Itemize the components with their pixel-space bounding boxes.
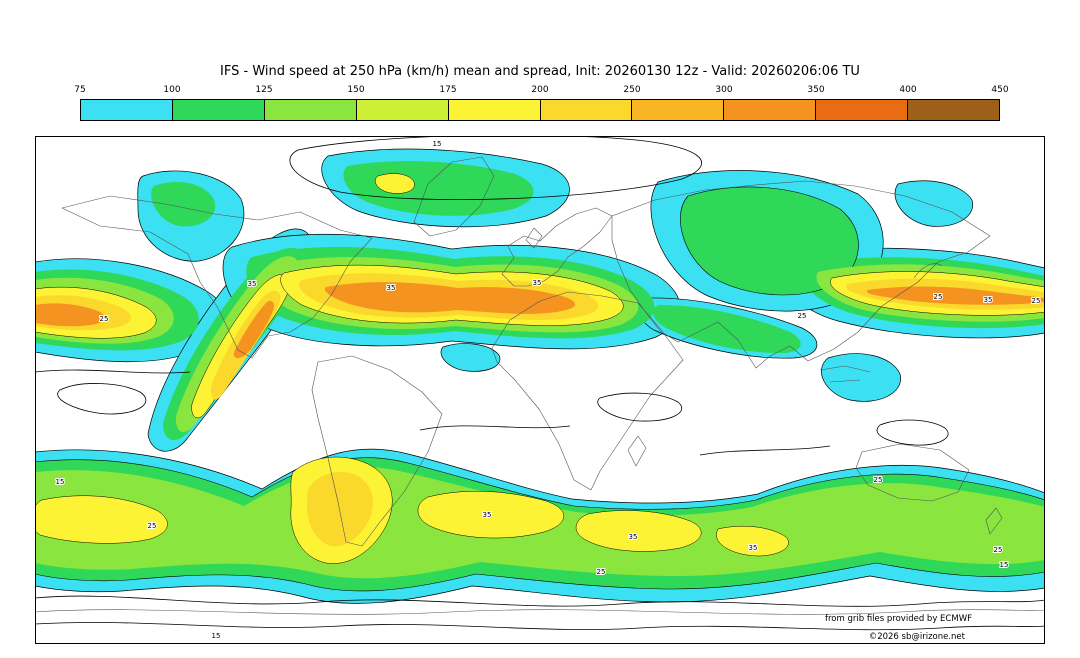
wind-band xyxy=(440,343,501,372)
coastline-africa xyxy=(491,291,684,491)
colorbar-tick-label: 300 xyxy=(715,85,733,95)
contour-label: 25 xyxy=(597,568,606,576)
contour-label: 35 xyxy=(984,296,993,304)
colorbar-segment xyxy=(356,100,449,120)
coastline-indonesia xyxy=(819,365,871,383)
contour-label: 15 xyxy=(1000,561,1009,569)
spread-contour xyxy=(419,425,571,431)
chart-title: IFS - Wind speed at 250 hPa (km/h) mean … xyxy=(220,64,860,79)
spread-contour xyxy=(699,445,831,456)
spread-contour xyxy=(289,136,702,200)
spread-contour xyxy=(57,383,147,415)
colorbar: 75 100 125 150 175 200 250 300 350 400 450 xyxy=(74,85,1009,121)
wind-band xyxy=(821,353,901,402)
wind-band xyxy=(306,471,374,547)
colorbar-segment xyxy=(81,100,173,120)
colorbar-tick-label: 400 xyxy=(899,85,917,95)
attribution-source: from grib files provided by ECMWF xyxy=(825,614,972,624)
attribution-copyright: ©2026 sb@irizone.net xyxy=(869,632,966,642)
contour-label: 35 xyxy=(749,544,758,552)
colorbar-tick-label: 150 xyxy=(347,85,365,95)
colorbar-segment xyxy=(540,100,633,120)
wind-band xyxy=(894,180,974,227)
colorbar-tick-label: 250 xyxy=(623,85,641,95)
map-border xyxy=(35,136,1045,644)
colorbar-tick-label: 450 xyxy=(991,85,1009,95)
wind-band xyxy=(233,300,274,359)
colorbar-segment xyxy=(908,100,1000,120)
contour-label: 25 xyxy=(148,522,157,530)
coastline-greenland xyxy=(413,156,495,237)
contour-label: 35 xyxy=(629,533,638,541)
spread-contour xyxy=(35,595,1045,607)
wind-band xyxy=(375,173,415,194)
spread-contour xyxy=(35,622,1045,631)
colorbar-tick-label: 350 xyxy=(807,85,825,95)
spread-contour xyxy=(597,392,683,422)
colorbar-segment xyxy=(172,100,265,120)
contour-label: 15 xyxy=(56,478,65,486)
colorbar-tick-label: 100 xyxy=(163,85,181,95)
contour-labels: 15 25 35 35 35 25 25 35 25 15 25 35 35 3… xyxy=(55,139,1042,641)
contour-label: 35 xyxy=(387,284,396,292)
contour-label: 35 xyxy=(533,279,542,287)
colorbar-tick-label: 175 xyxy=(439,85,457,95)
colorbar-bar xyxy=(80,99,1000,121)
coastline-north-america xyxy=(61,195,373,359)
spread-contour xyxy=(876,419,949,446)
colorbar-segment xyxy=(724,100,817,120)
wind-band xyxy=(35,303,105,327)
contour-label: 25 xyxy=(1032,297,1041,305)
coastline-antarctica xyxy=(35,609,1045,615)
wind-band xyxy=(324,282,576,314)
colorbar-segment xyxy=(264,100,357,120)
colorbar-segment xyxy=(632,100,725,120)
contour-label: 35 xyxy=(483,511,492,519)
coastline-asia xyxy=(611,180,991,369)
contour-label: 25 xyxy=(798,312,807,320)
colorbar-segment xyxy=(816,100,909,120)
coastline-new-zealand xyxy=(985,507,1003,535)
coastline-uk xyxy=(525,227,543,249)
wind-band xyxy=(151,182,216,227)
wind-band xyxy=(716,525,789,557)
coastline-japan xyxy=(913,263,943,279)
colorbar-segment xyxy=(448,100,541,120)
spread-contour xyxy=(35,369,191,374)
colorbar-ticks: 75 100 125 150 175 200 250 300 350 400 450 xyxy=(74,85,1008,97)
spread-contours xyxy=(35,136,1045,631)
contour-label: 25 xyxy=(874,476,883,484)
colorbar-tick-label: 200 xyxy=(531,85,549,95)
wind-band xyxy=(653,305,801,354)
colorbar-tick-label: 75 xyxy=(74,85,86,95)
coastlines xyxy=(35,156,1045,615)
coastline-madagascar xyxy=(627,435,647,467)
colorbar-tick-label: 125 xyxy=(255,85,273,95)
contour-label: 15 xyxy=(433,140,442,148)
wind-band-orange xyxy=(35,282,1045,359)
wind-band xyxy=(575,510,702,552)
coastline-south-america xyxy=(311,355,443,547)
contour-label: 15 xyxy=(212,632,221,640)
contour-label: 25 xyxy=(994,546,1003,554)
contour-label: 25 xyxy=(934,293,943,301)
map-content: 15 25 35 35 35 25 25 35 25 15 25 35 35 3… xyxy=(35,136,1045,642)
contour-label: 35 xyxy=(248,280,257,288)
contour-label: 25 xyxy=(100,315,109,323)
wind-band xyxy=(417,491,564,539)
wind-band xyxy=(866,286,1045,305)
coastline-australia xyxy=(855,443,970,502)
